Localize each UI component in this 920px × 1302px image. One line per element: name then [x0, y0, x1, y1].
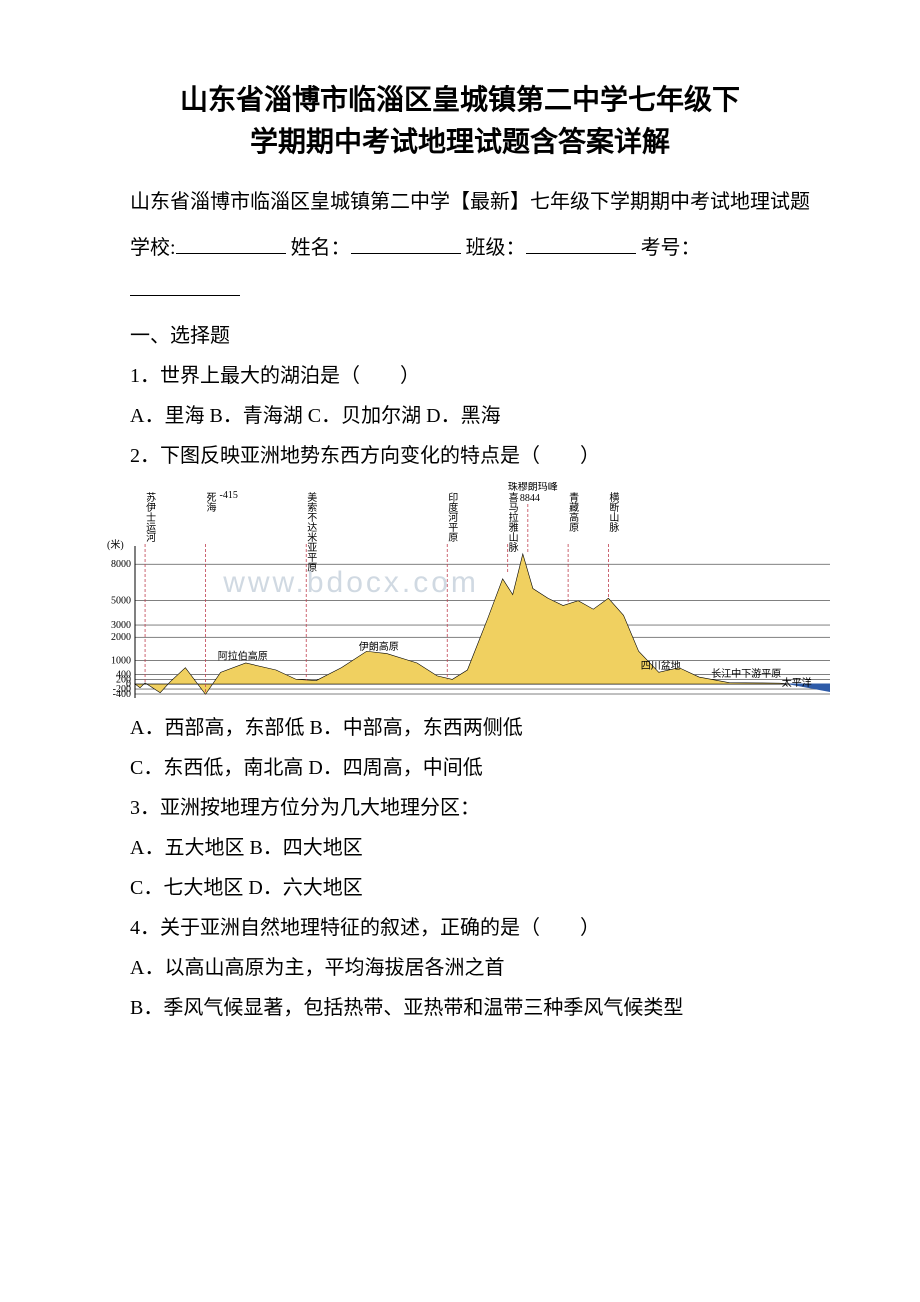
svg-text:伊朗高原: 伊朗高原 [359, 640, 399, 653]
svg-text:太平洋: 太平洋 [782, 676, 812, 689]
svg-text:(米): (米) [107, 538, 124, 551]
title-line1: 山东省淄博市临淄区皇城镇第二中学七年级下 [180, 85, 740, 116]
q1-text: 1．世界上最大的湖泊是（ ） [90, 356, 830, 396]
label-examno: 考号： [641, 237, 701, 259]
chart-svg: 800050003000200010004002000-200-400(米)苏伊… [90, 482, 830, 702]
svg-text:3000: 3000 [111, 620, 131, 631]
label-class: 班级： [466, 237, 526, 259]
q2-optA: A．西部高，东部低 B．中部高，东西两侧低 [90, 708, 830, 748]
svg-text:1000: 1000 [111, 656, 131, 667]
elevation-profile-chart: 800050003000200010004002000-200-400(米)苏伊… [90, 482, 830, 702]
svg-text:死海: 死海 [204, 492, 216, 513]
title-line2: 学期期中考试地理试题含答案详解 [250, 127, 670, 158]
q3-optC: C．七大地区 D．六大地区 [90, 868, 830, 908]
svg-text:印度河平原: 印度河平原 [446, 492, 458, 542]
section-1-heading: 一、选择题 [90, 316, 830, 356]
q2-text: 2．下图反映亚洲地势东西方向变化的特点是（ ） [90, 436, 830, 476]
blank-class[interactable] [526, 234, 636, 254]
svg-text:-400: -400 [113, 689, 131, 700]
svg-text:阿拉伯高原: 阿拉伯高原 [218, 649, 268, 662]
label-name: 姓名： [291, 237, 351, 259]
svg-text:长江中下游平原: 长江中下游平原 [711, 667, 781, 680]
svg-text:青藏高原: 青藏高原 [567, 491, 579, 532]
svg-text:美索不达米亚平原: 美索不达米亚平原 [305, 491, 317, 572]
blank-examno[interactable] [130, 276, 240, 296]
q4-optA: A．以高山高原为主，平均海拔居各洲之首 [90, 948, 830, 988]
blank-school[interactable] [176, 234, 286, 254]
subtitle: 山东省淄博市临淄区皇城镇第二中学【最新】七年级下学期期中考试地理试题 [90, 184, 830, 220]
form-line: 学校: 姓名： 班级： 考号： [90, 230, 830, 266]
svg-text:珠穆朗玛峰: 珠穆朗玛峰 [508, 482, 558, 493]
svg-text:8844: 8844 [520, 493, 540, 504]
svg-text:2000: 2000 [111, 632, 131, 643]
q4-text: 4．关于亚洲自然地理特征的叙述，正确的是（ ） [90, 908, 830, 948]
blank-name[interactable] [351, 234, 461, 254]
svg-text:横断山脉: 横断山脉 [607, 491, 619, 532]
svg-text:苏伊士运河: 苏伊士运河 [144, 491, 156, 542]
q4-optB: B．季风气候显著，包括热带、亚热带和温带三种季风气候类型 [90, 988, 830, 1028]
svg-text:5000: 5000 [111, 596, 131, 607]
q3-text: 3．亚洲按地理方位分为几大地理分区： [90, 788, 830, 828]
label-school: 学校: [130, 237, 176, 259]
svg-text:8000: 8000 [111, 559, 131, 570]
svg-text:四川盆地: 四川盆地 [641, 659, 681, 672]
q2-optC: C．东西低，南北高 D．四周高，中间低 [90, 748, 830, 788]
svg-text:-415: -415 [220, 490, 238, 501]
q1-opts: A．里海 B．青海湖 C．贝加尔湖 D．黑海 [90, 396, 830, 436]
svg-text:喜马拉雅山脉: 喜马拉雅山脉 [506, 491, 518, 552]
q3-optA: A．五大地区 B．四大地区 [90, 828, 830, 868]
